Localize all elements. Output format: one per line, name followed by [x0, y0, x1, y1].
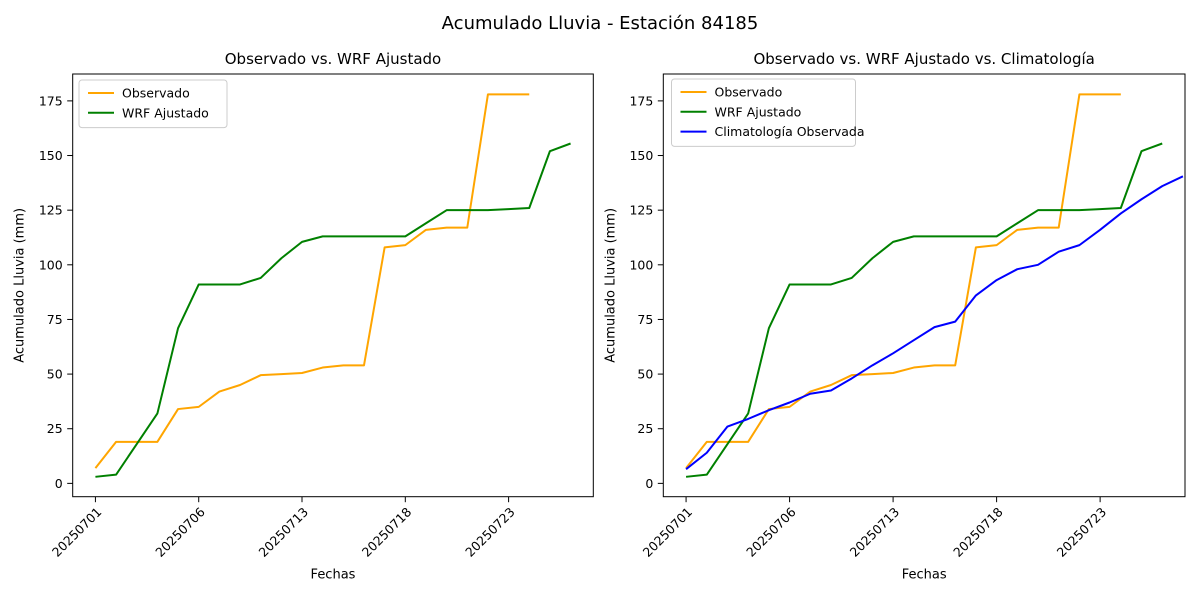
- y-tick-label: 50: [637, 367, 653, 382]
- subplot-title: Observado vs. WRF Ajustado: [225, 50, 441, 68]
- y-tick-label: 0: [645, 476, 653, 491]
- legend-box: [78, 79, 228, 129]
- chart-observado-wrf-climatologia: Observado vs. WRF Ajustado vs. Climatolo…: [600, 0, 1200, 600]
- legend: Observado WRF Ajustado: [78, 79, 228, 129]
- y-tick-label: 175: [629, 93, 653, 108]
- legend: Observado WRF Ajustado Climatología Observ…: [671, 78, 865, 147]
- y-tick-label: 125: [629, 203, 653, 218]
- legend-label: Observado: [715, 85, 783, 100]
- x-tick-label: 20250706: [152, 504, 208, 560]
- x-tick-label: 20250718: [950, 504, 1006, 560]
- plot-canvas: Observado vs. WRF Ajustado vs. Climatolo…: [603, 50, 1186, 583]
- y-axis-label: Acumulado Lluvia (mm): [603, 208, 618, 363]
- legend-box: [671, 78, 856, 147]
- y-tick-label: 125: [39, 203, 63, 218]
- y-tick-label: 0: [55, 476, 63, 491]
- series-line-climatolog-a-observada: [685, 175, 1184, 470]
- y-tick-label: 75: [637, 312, 653, 327]
- x-axis-label: Fechas: [311, 568, 356, 583]
- figure-title: Acumulado Lluvia - Estación 84185: [441, 13, 759, 34]
- y-tick-label: 150: [629, 148, 653, 163]
- x-tick-label: 20250713: [847, 504, 903, 560]
- plot-frame: [662, 73, 1186, 498]
- y-tick-label: 100: [629, 257, 653, 272]
- legend-label: WRF Ajustado: [122, 105, 209, 120]
- chart-observado-wrf: Observado vs. WRF Ajustado 0 25 50 75 100 125 1…: [13, 50, 594, 583]
- legend-label: Climatología Observada: [715, 124, 865, 139]
- y-tick-label: 175: [39, 93, 63, 108]
- x-tick-label: 20250723: [1054, 504, 1110, 560]
- y-tick-label: 25: [47, 421, 63, 436]
- y-tick-label: 100: [39, 257, 63, 272]
- y-tick-label: 50: [47, 367, 63, 382]
- series-line-wrf-ajustado: [95, 142, 571, 478]
- x-tick-label: 20250706: [743, 504, 799, 560]
- series-line-observado: [94, 93, 530, 469]
- y-tick-label: 25: [637, 421, 653, 436]
- y-axis-label: Acumulado Lluvia (mm): [13, 208, 28, 363]
- x-tick-label: 20250701: [640, 504, 696, 560]
- series-line-observado: [685, 93, 1121, 469]
- x-tick-label: 20250723: [462, 504, 518, 560]
- x-tick-label: 20250718: [359, 504, 415, 560]
- x-tick-label: 20250701: [49, 504, 105, 560]
- y-tick-label: 75: [47, 312, 63, 327]
- legend-label: WRF Ajustado: [715, 104, 802, 119]
- subplot-title: Observado vs. WRF Ajustado vs. Climatolo…: [753, 50, 1094, 68]
- y-tick-label: 150: [39, 148, 63, 163]
- plot-canvas: Observado vs. WRF Ajustado 0 25 50 75 100 125 1…: [13, 50, 594, 583]
- series-line-wrf-ajustado: [685, 142, 1163, 478]
- plot-frame: [72, 73, 594, 498]
- x-axis-label: Fechas: [902, 568, 947, 583]
- legend-label: Observado: [122, 86, 190, 101]
- x-tick-label: 20250713: [256, 504, 312, 560]
